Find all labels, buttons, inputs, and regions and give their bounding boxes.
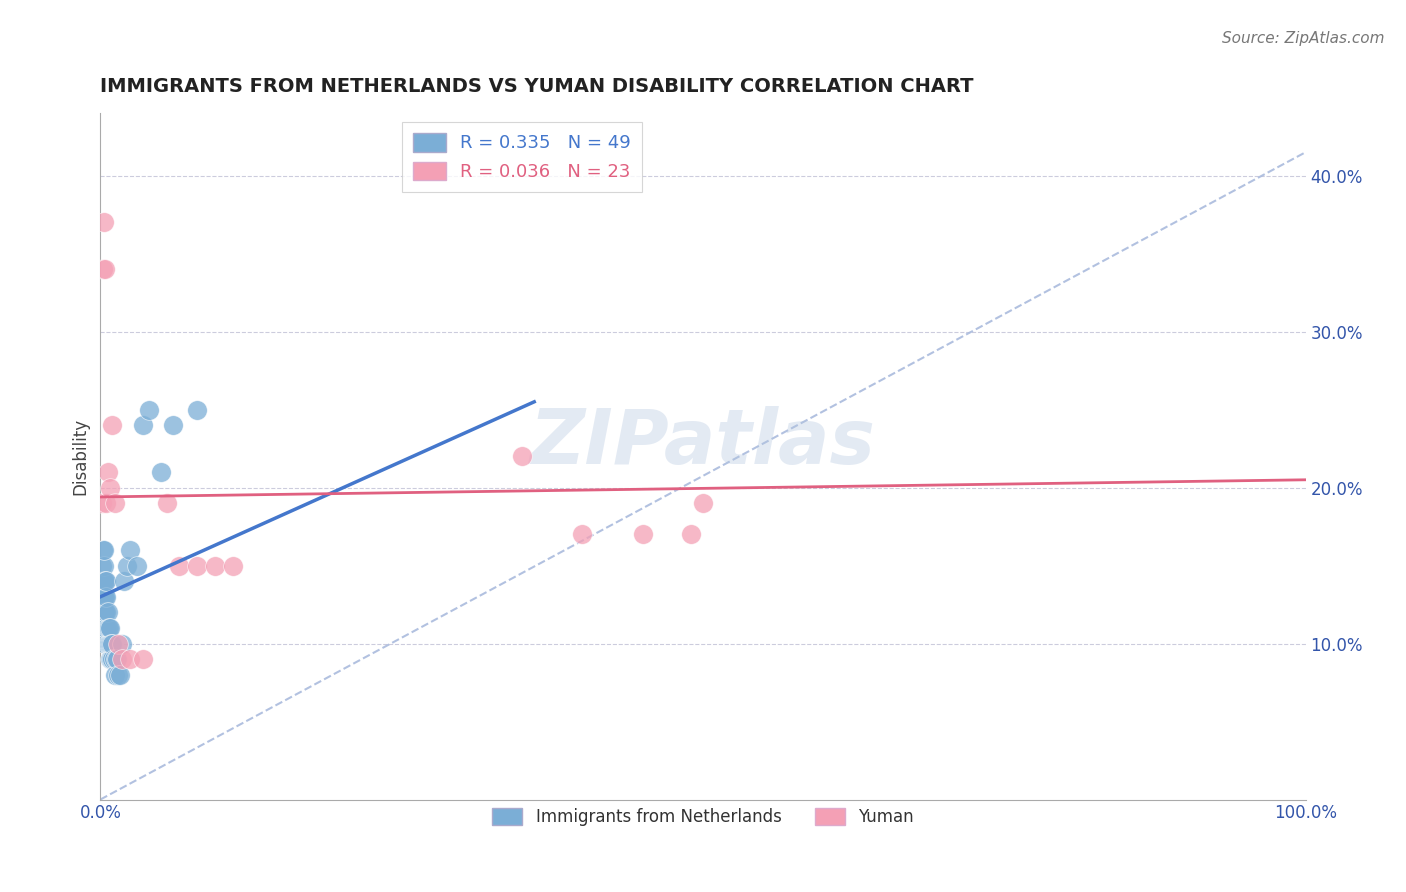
- Text: Source: ZipAtlas.com: Source: ZipAtlas.com: [1222, 31, 1385, 46]
- Point: [156, 496, 179, 510]
- Point: [96, 636, 118, 650]
- Point: [90, 558, 112, 573]
- Point: [679, 527, 702, 541]
- Point: [94, 621, 117, 635]
- Point: [90, 590, 112, 604]
- Point: [204, 558, 226, 573]
- Point: [101, 652, 124, 666]
- Point: [96, 606, 118, 620]
- Point: [101, 636, 124, 650]
- Point: [93, 574, 115, 589]
- Point: [94, 606, 117, 620]
- Text: IMMIGRANTS FROM NETHERLANDS VS YUMAN DISABILITY CORRELATION CHART: IMMIGRANTS FROM NETHERLANDS VS YUMAN DIS…: [100, 78, 974, 96]
- Point: [97, 606, 120, 620]
- Point: [93, 606, 115, 620]
- Point: [111, 636, 134, 650]
- Point: [93, 590, 115, 604]
- Point: [96, 574, 118, 589]
- Point: [96, 590, 118, 604]
- Text: ZIPatlas: ZIPatlas: [530, 406, 876, 480]
- Point: [631, 527, 654, 541]
- Point: [105, 652, 128, 666]
- Point: [96, 496, 118, 510]
- Point: [104, 496, 127, 510]
- Point: [97, 636, 120, 650]
- Point: [107, 636, 129, 650]
- Point: [93, 215, 115, 229]
- Point: [186, 402, 208, 417]
- Point: [149, 465, 172, 479]
- Point: [91, 262, 114, 277]
- Point: [510, 450, 533, 464]
- Point: [131, 418, 153, 433]
- Point: [98, 636, 121, 650]
- Point: [100, 652, 122, 666]
- Point: [97, 465, 120, 479]
- Point: [91, 606, 114, 620]
- Point: [94, 590, 117, 604]
- Point: [131, 652, 153, 666]
- Point: [120, 543, 142, 558]
- Point: [100, 636, 122, 650]
- Point: [120, 652, 142, 666]
- Point: [97, 621, 120, 635]
- Point: [93, 558, 115, 573]
- Point: [94, 262, 117, 277]
- Point: [103, 652, 125, 666]
- Point: [97, 636, 120, 650]
- Point: [91, 574, 114, 589]
- Point: [96, 621, 118, 635]
- Point: [93, 543, 115, 558]
- Point: [115, 558, 138, 573]
- Point: [90, 496, 112, 510]
- Y-axis label: Disability: Disability: [72, 417, 89, 495]
- Point: [162, 418, 184, 433]
- Point: [90, 574, 112, 589]
- Point: [186, 558, 208, 573]
- Point: [97, 621, 120, 635]
- Point: [111, 652, 134, 666]
- Point: [125, 558, 148, 573]
- Point: [114, 574, 136, 589]
- Point: [571, 527, 593, 541]
- Legend: Immigrants from Netherlands, Yuman: Immigrants from Netherlands, Yuman: [485, 801, 921, 832]
- Point: [91, 543, 114, 558]
- Point: [104, 667, 127, 681]
- Point: [98, 621, 121, 635]
- Point: [91, 590, 114, 604]
- Point: [98, 481, 121, 495]
- Point: [107, 667, 129, 681]
- Point: [167, 558, 190, 573]
- Point: [108, 667, 131, 681]
- Point: [101, 418, 124, 433]
- Point: [98, 652, 121, 666]
- Point: [105, 652, 128, 666]
- Point: [94, 574, 117, 589]
- Point: [138, 402, 160, 417]
- Point: [692, 496, 714, 510]
- Point: [222, 558, 245, 573]
